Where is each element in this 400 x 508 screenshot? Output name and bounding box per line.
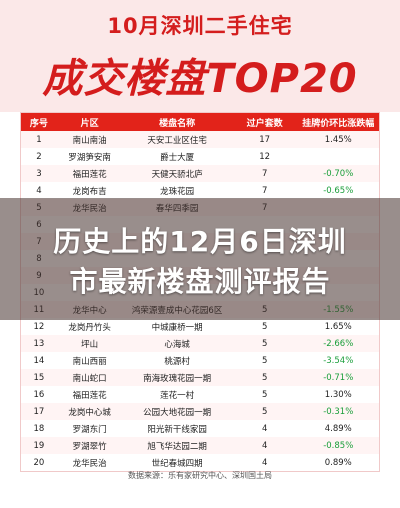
- change-cell: [297, 148, 379, 165]
- name-cell: 公园大地花园一期: [143, 407, 212, 418]
- name-cell: 中城康桥一期: [151, 322, 203, 333]
- count-cell: 12: [259, 151, 271, 162]
- change-cell: -0.65%: [323, 185, 354, 196]
- change-cell: -0.70%: [323, 168, 354, 179]
- table-row: 4 龙岗布吉 龙珠花园 7 -0.65%: [21, 182, 379, 199]
- area-cell: 龙岗丹竹头: [68, 322, 111, 333]
- count-cell: 5: [261, 372, 268, 383]
- count-cell: 5: [261, 338, 268, 349]
- count-cell: 5: [261, 321, 268, 332]
- count-cell: 4: [261, 457, 268, 468]
- name-cell: 旭飞华达园二期: [147, 441, 207, 452]
- count-cell: 4: [261, 423, 268, 434]
- rank-cell: 4: [36, 185, 42, 196]
- name-cell: 莲花一村: [160, 390, 195, 401]
- area-cell: 南山蛇口: [72, 373, 107, 384]
- name-cell: 桃源村: [164, 356, 190, 367]
- table-row: 20 龙华民治 世纪春城四期 4 0.89%: [21, 454, 379, 471]
- table-row: 1 南山南油 天安工业区住宅 17 1.45%: [21, 131, 379, 148]
- rank-cell: 3: [36, 168, 42, 179]
- col-area: 片区: [80, 118, 99, 129]
- rank-cell: 2: [36, 151, 42, 162]
- area-cell: 福田莲花: [72, 390, 107, 401]
- area-cell: 福田莲花: [72, 169, 107, 180]
- count-cell: 5: [261, 355, 268, 366]
- change-cell: -2.66%: [323, 338, 354, 349]
- col-rank: 序号: [29, 118, 48, 129]
- caption-line-1: 历史上的12月6日深圳: [53, 225, 347, 258]
- count-cell: 7: [261, 168, 268, 179]
- change-cell: 4.89%: [324, 423, 352, 434]
- rank-cell: 17: [33, 406, 45, 417]
- change-cell: -3.54%: [323, 355, 354, 366]
- caption-overlay: 历史上的12月6日深圳 市最新楼盘测评报告: [0, 198, 400, 320]
- change-cell: -0.31%: [323, 406, 354, 417]
- rank-cell: 1: [36, 134, 42, 145]
- poster-subtitle: 10月深圳二手住宅: [107, 14, 293, 38]
- rank-cell: 18: [33, 423, 45, 434]
- name-cell: 世纪春城四期: [151, 458, 203, 469]
- table-header: 序号 片区 楼盘名称 过户套数 挂牌价环比涨跌幅: [21, 113, 379, 131]
- rank-cell: 13: [33, 338, 45, 349]
- count-cell: 7: [261, 185, 268, 196]
- name-cell: 心海城: [164, 339, 190, 350]
- change-cell: 1.30%: [324, 389, 352, 400]
- data-source-note: 数据来源：乐有家研究中心、深圳国土局: [128, 471, 272, 480]
- area-cell: 罗湖笋安南: [68, 152, 111, 163]
- table-row: 15 南山蛇口 南海玫瑰花园一期 5 -0.71%: [21, 369, 379, 386]
- area-cell: 坪山: [81, 339, 99, 350]
- change-cell: -0.71%: [323, 372, 354, 383]
- count-cell: 5: [261, 406, 268, 417]
- table-row: 19 罗湖翠竹 旭飞华达园二期 4 -0.85%: [21, 437, 379, 454]
- name-cell: 龙珠花园: [160, 186, 195, 197]
- name-cell: 阳光新干线家园: [147, 424, 207, 435]
- area-cell: 罗湖翠竹: [72, 441, 107, 452]
- change-cell: 1.45%: [324, 134, 352, 145]
- rank-cell: 19: [33, 440, 45, 451]
- count-cell: 17: [259, 134, 271, 145]
- table-row: 14 南山西丽 桃源村 5 -3.54%: [21, 352, 379, 369]
- area-cell: 龙岗布吉: [72, 186, 107, 197]
- area-cell: 南山南油: [72, 135, 107, 146]
- table-row: 3 福田莲花 天健天骄北庐 7 -0.70%: [21, 165, 379, 182]
- rank-cell: 20: [33, 457, 45, 468]
- area-cell: 龙岗中心城: [68, 407, 111, 418]
- name-cell: 天安工业区住宅: [147, 135, 207, 146]
- rank-cell: 15: [33, 372, 45, 383]
- col-count: 过户套数: [246, 118, 283, 129]
- name-cell: 天健天骄北庐: [151, 169, 203, 180]
- poster-title: 成交楼盘TOP20: [42, 56, 358, 102]
- rank-cell: 12: [33, 321, 45, 332]
- table-row: 13 坪山 心海城 5 -2.66%: [21, 335, 379, 352]
- area-cell: 罗湖东门: [72, 424, 107, 435]
- table-row: 16 福田莲花 莲花一村 5 1.30%: [21, 386, 379, 403]
- change-cell: -0.85%: [323, 440, 354, 451]
- change-cell: 1.65%: [324, 321, 352, 332]
- table-row: 18 罗湖东门 阳光新干线家园 4 4.89%: [21, 420, 379, 437]
- area-cell: 龙华民治: [72, 458, 107, 469]
- poster-header: 10月深圳二手住宅 成交楼盘TOP20: [0, 0, 400, 112]
- col-name: 楼盘名称: [159, 118, 196, 129]
- col-change: 挂牌价环比涨跌幅: [302, 118, 375, 129]
- change-cell: 0.89%: [324, 457, 352, 468]
- area-cell: 南山西丽: [72, 356, 107, 367]
- table-row: 2 罗湖笋安南 爵士大厦 12: [21, 148, 379, 165]
- count-cell: 5: [261, 389, 268, 400]
- count-cell: 4: [261, 440, 268, 451]
- table-row: 12 龙岗丹竹头 中城康桥一期 5 1.65%: [21, 318, 379, 335]
- name-cell: 爵士大厦: [160, 152, 195, 163]
- rank-cell: 16: [33, 389, 45, 400]
- rank-cell: 14: [33, 355, 45, 366]
- name-cell: 南海玫瑰花园一期: [143, 373, 212, 384]
- table-row: 17 龙岗中心城 公园大地花园一期 5 -0.31%: [21, 403, 379, 420]
- caption-line-2: 市最新楼盘测评报告: [69, 265, 331, 298]
